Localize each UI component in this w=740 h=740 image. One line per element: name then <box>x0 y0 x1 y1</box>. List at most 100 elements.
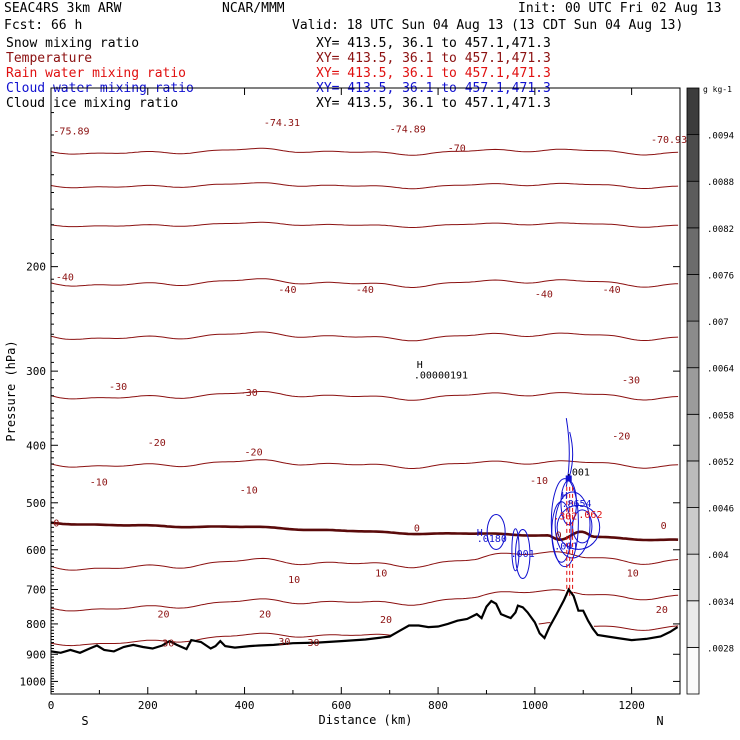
x-tick-label: 1000 <box>522 699 549 712</box>
isotherm-10 <box>50 551 679 571</box>
isotherm-label: -40 <box>535 290 553 301</box>
x-tick-label: 800 <box>428 699 448 712</box>
center-title: NCAR/MMM <box>222 1 285 16</box>
isotherm-label: -70 <box>448 144 466 155</box>
cloud-water-contour <box>515 529 531 580</box>
isotherm-label: -40 <box>603 285 621 296</box>
isotherm-label: -20 <box>612 431 630 442</box>
colorbar-cell <box>686 367 700 415</box>
isotherm-label: -10 <box>530 476 548 487</box>
cloud-water-contour <box>511 528 520 572</box>
valid-time: Valid: 18 UTC Sun 04 Aug 13 (13 CDT Sun … <box>292 18 684 33</box>
isotherm-m40 <box>50 278 679 288</box>
isotherm-m60 <box>50 182 679 190</box>
isotherm-label: -74.31 <box>264 118 300 129</box>
isotherm-label: -10 <box>240 486 258 497</box>
plot-frame <box>50 87 681 695</box>
colorbar-label: .0064 <box>707 365 734 375</box>
isotherm-label: 0 <box>661 521 667 532</box>
field-annotation: 0 <box>556 531 562 542</box>
colorbar-label: .0034 <box>707 598 734 608</box>
colorbar-label: .0046 <box>707 505 734 515</box>
colorbar-cell <box>686 460 700 508</box>
colorbar-label: .0082 <box>707 225 734 235</box>
x-tick-label: 1200 <box>618 699 645 712</box>
field-annotation: H <box>561 491 567 502</box>
isotherm-0 <box>50 521 679 542</box>
colorbar-label: .0076 <box>707 271 734 281</box>
legend-label: Snow mixing ratio <box>6 36 140 51</box>
legend-label: Cloud ice mixing ratio <box>6 96 179 111</box>
cloud-water-contour <box>572 509 593 544</box>
colorbar-cell <box>686 87 700 136</box>
isotherm-label: -75.89 <box>53 127 89 138</box>
isotherm-label: -30 <box>622 376 640 387</box>
isotherm-label: -30 <box>109 382 127 393</box>
y-tick-label: 900 <box>26 648 46 661</box>
colorbar-cell <box>686 134 700 182</box>
y-tick-label: 300 <box>26 365 46 378</box>
colorbar-cell <box>686 507 700 555</box>
isotherm-label: 20 <box>656 605 668 616</box>
colorbar-label: .0088 <box>707 178 734 188</box>
colorbar-cell <box>686 274 700 322</box>
field-annotation: H <box>477 528 483 539</box>
field-annotation: .001 <box>554 541 578 552</box>
field-annotation: .00000191 <box>414 371 468 382</box>
field-annotation: .001 <box>511 549 535 560</box>
y-tick-label: 500 <box>26 497 46 510</box>
x-tick-label: 400 <box>235 699 255 712</box>
field-annotation: .8654 <box>561 499 591 510</box>
isotherm-label: 10 <box>288 575 300 586</box>
isotherm-20 <box>50 589 679 612</box>
colorbar-cell <box>686 227 700 275</box>
y-tick-label: 700 <box>26 584 46 597</box>
colorbar-cell <box>686 553 700 602</box>
isotherm-label: -30 <box>240 388 258 399</box>
isotherm-label: 10 <box>627 568 639 579</box>
colorbar-label: .007 <box>707 318 729 328</box>
isotherm-label: -40 <box>356 285 374 296</box>
isotherm-30 <box>50 622 679 647</box>
colorbar-unit: g kg-1 <box>703 85 732 94</box>
legend-coordinates: XY= 413.5, 36.1 to 457.1,471.3 <box>316 51 551 66</box>
field-annotation: .0180 <box>477 534 507 545</box>
init-time: Init: 00 UTC Fri 02 Aug 13 <box>518 1 722 16</box>
cloud-water-contour <box>550 478 579 568</box>
colorbar-label: .004 <box>707 551 729 561</box>
legend-coordinates: XY= 413.5, 36.1 to 457.1,471.3 <box>316 96 551 111</box>
colorbar-cell <box>686 180 700 229</box>
colorbar-label: .0052 <box>707 458 734 468</box>
x-tick-label: 200 <box>138 699 158 712</box>
isotherm-label: 20 <box>380 615 392 626</box>
isotherm-label: -70.93 <box>651 135 687 146</box>
colorbar-cell <box>686 646 700 695</box>
colorbar-label: .0058 <box>707 411 734 421</box>
isotherm-label: -40 <box>56 273 74 284</box>
isotherm-label: 0 <box>414 523 420 534</box>
cloud-water-max-marker <box>565 475 572 482</box>
cloud-ice-contour <box>569 431 574 476</box>
isotherm-label: 20 <box>259 609 271 620</box>
terrain-surface <box>50 587 679 654</box>
colorbar-cell <box>686 413 700 462</box>
isotherm-m70 <box>50 147 679 156</box>
isotherm-m50 <box>50 221 679 228</box>
field-annotation: .062 <box>578 510 602 521</box>
isotherm-label: -40 <box>278 285 296 296</box>
y-tick-label: 200 <box>26 261 46 274</box>
field-annotation: H <box>417 360 423 371</box>
y-tick-label: 1000 <box>20 675 47 688</box>
y-tick-label: 600 <box>26 544 46 557</box>
colorbar-label: .0028 <box>707 644 734 654</box>
isotherm-label: 20 <box>157 609 169 620</box>
isotherm-label: -10 <box>90 477 108 488</box>
y-tick-label: 400 <box>26 439 46 452</box>
endpoint-left-label: S <box>81 714 88 728</box>
x-axis-label: Distance (km) <box>319 713 413 727</box>
y-tick-label: 800 <box>26 618 46 631</box>
field-annotation: .001 <box>566 468 590 479</box>
colorbar-cell <box>686 600 700 648</box>
model-title: SEAC4RS 3km ARW <box>4 1 122 16</box>
